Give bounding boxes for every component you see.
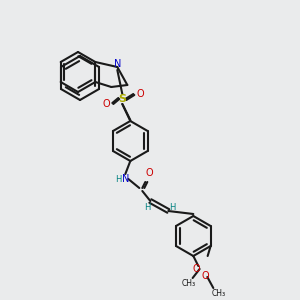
Text: CH₃: CH₃ bbox=[211, 290, 225, 298]
Text: O: O bbox=[146, 168, 153, 178]
Text: N: N bbox=[122, 174, 129, 184]
Text: O: O bbox=[136, 89, 144, 99]
Text: O: O bbox=[193, 264, 200, 274]
Text: O: O bbox=[202, 271, 209, 281]
Text: S: S bbox=[118, 94, 126, 104]
Text: N: N bbox=[114, 59, 121, 69]
Text: H: H bbox=[144, 202, 151, 211]
Text: O: O bbox=[103, 99, 110, 109]
Text: H: H bbox=[115, 175, 122, 184]
Text: CH₃: CH₃ bbox=[182, 280, 196, 289]
Text: H: H bbox=[169, 202, 176, 211]
